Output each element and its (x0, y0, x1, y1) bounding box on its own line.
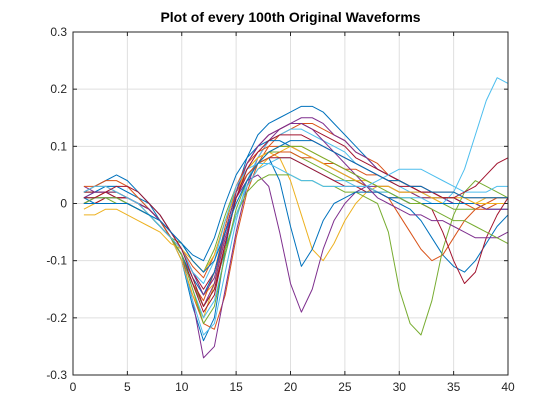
axes: 0 5 10 15 20 25 30 35 40 -0.3 -0.2 -0.1 0 0.1 0.2 0.3 (46, 25, 515, 394)
series-line (83, 134, 509, 307)
x-tick-label: 10 (175, 380, 189, 394)
x-tick-label: 40 (501, 380, 515, 394)
chart-title: Plot of every 100th Original Waveforms (160, 9, 421, 25)
series-line (83, 145, 508, 273)
y-tick-label: -0.1 (46, 254, 67, 268)
x-tick-label: 5 (124, 380, 131, 394)
y-tick-label: 0.3 (50, 25, 67, 39)
y-tick-label: -0.2 (46, 311, 67, 325)
y-tick-label: 0.1 (50, 139, 67, 153)
x-tick-label: 20 (284, 380, 298, 394)
x-tick-label: 0 (70, 380, 77, 394)
x-tick-label: 30 (393, 380, 407, 394)
y-tick-label: 0.2 (50, 82, 67, 96)
series-line (83, 162, 508, 285)
series-line (83, 140, 508, 273)
y-tick-label: 0 (60, 197, 67, 211)
series-line (83, 122, 509, 296)
y-tick-label: -0.3 (46, 368, 67, 382)
x-tick-label: 25 (338, 380, 352, 394)
series-layer (83, 77, 509, 359)
x-tick-label: 15 (229, 380, 243, 394)
x-tick-label: 35 (447, 380, 461, 394)
